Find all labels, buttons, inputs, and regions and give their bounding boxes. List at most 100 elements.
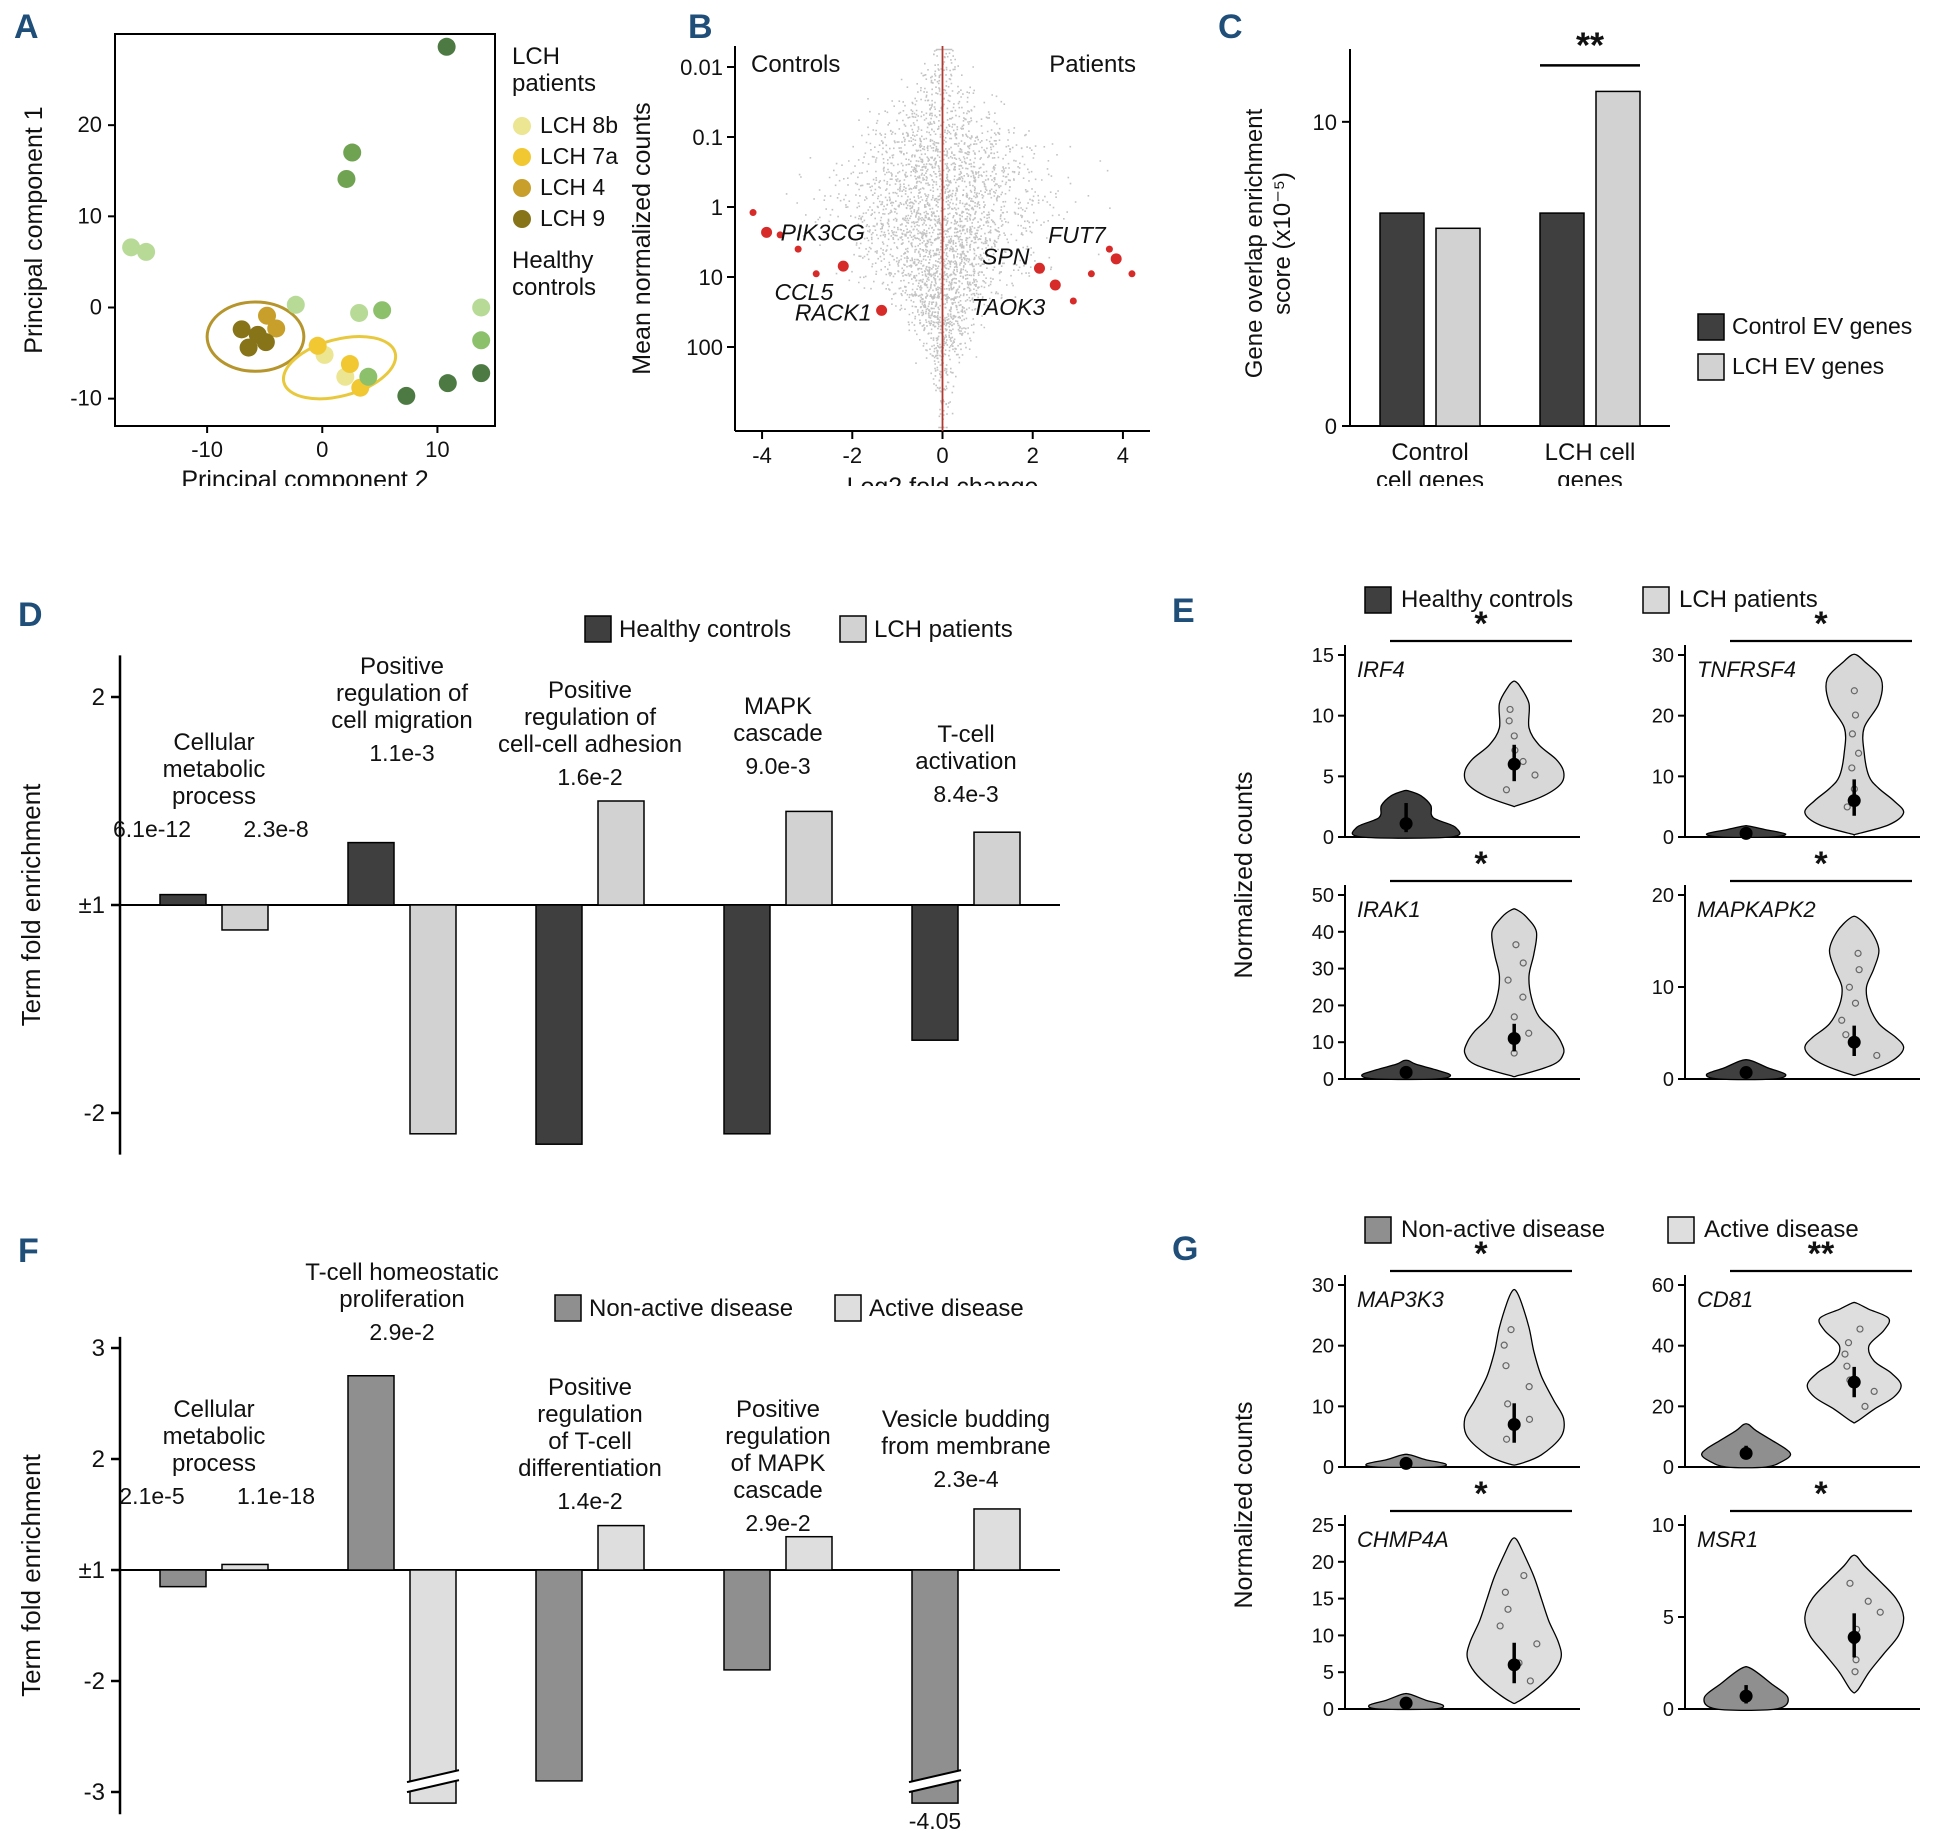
y-tick-label: 10 bbox=[1312, 1032, 1334, 1054]
data-point bbox=[337, 169, 356, 188]
gene-label: SPN bbox=[982, 243, 1030, 269]
sig-asterisks: ** bbox=[1576, 24, 1604, 65]
y-tick-label: 0.01 bbox=[680, 55, 723, 80]
median-dot bbox=[1739, 1066, 1753, 1080]
y-tick-label: 3 bbox=[92, 1335, 105, 1362]
category-label: Positive regulation of T-cell differentiati… bbox=[518, 1374, 662, 1482]
bar bbox=[597, 1524, 645, 1571]
median-dot bbox=[1847, 794, 1861, 808]
data-point bbox=[397, 386, 416, 405]
jitter-point bbox=[1510, 1013, 1518, 1021]
x-category-label: Control cell genes bbox=[1376, 439, 1484, 486]
sig-asterisks: * bbox=[1814, 1475, 1828, 1513]
y-tick-label: 0 bbox=[1663, 1069, 1674, 1091]
panel-label-f: F bbox=[18, 1232, 39, 1270]
jitter-point bbox=[1855, 966, 1863, 974]
y-tick-label: 10 bbox=[1312, 1396, 1334, 1418]
x-tick-label: -4 bbox=[752, 443, 772, 468]
category-label: MAPK cascade bbox=[733, 693, 822, 747]
y-tick-label: 10 bbox=[1652, 977, 1674, 999]
category-label: Positive regulation of cell migration bbox=[331, 653, 472, 734]
jitter-point bbox=[1854, 749, 1863, 757]
median-dot bbox=[1739, 1446, 1753, 1460]
jitter-point bbox=[1864, 1597, 1872, 1605]
median-dot bbox=[1739, 1689, 1753, 1703]
y-axis-label: Normalized counts bbox=[1230, 1401, 1258, 1608]
y-tick-label: 0 bbox=[1663, 827, 1674, 849]
p-value: 9.0e-3 bbox=[745, 753, 810, 779]
break-mark bbox=[908, 1779, 962, 1794]
y-tick-label: -2 bbox=[84, 1668, 105, 1695]
legend-label: LCH 4 bbox=[540, 174, 605, 200]
y-tick-label: 30 bbox=[1652, 645, 1674, 667]
gene-label: PIK3CG bbox=[781, 219, 865, 245]
y-tick-label: 20 bbox=[1312, 1336, 1334, 1358]
y-tick-label: -3 bbox=[84, 1779, 105, 1806]
significant-point bbox=[1128, 270, 1136, 278]
pca-scatter-plot: -10 0 10 -10 0 10 20 Principal component 2 Princ… bbox=[20, 33, 618, 486]
gene-overlap-bar-chart: 0 10 Gene overlap enrichmentscore (x10⁻⁵) C… bbox=[1241, 24, 1912, 486]
x-tick-label: 0 bbox=[936, 443, 948, 468]
legend-swatch bbox=[1697, 353, 1725, 381]
cluster-ellipse bbox=[281, 335, 398, 401]
x-category-label: LCH cell genes bbox=[1545, 439, 1636, 486]
jitter-point bbox=[1501, 1588, 1509, 1596]
median-dot bbox=[1399, 1065, 1413, 1079]
legend-label: Active disease bbox=[869, 1295, 1024, 1322]
panel-label-e: E bbox=[1172, 592, 1195, 630]
x-tick-label: 2 bbox=[1027, 443, 1039, 468]
p-value: 1.1e-3 bbox=[369, 740, 434, 766]
legend-swatch bbox=[513, 210, 531, 228]
light-violin bbox=[1463, 1288, 1565, 1466]
legend-label: LCH 8b bbox=[540, 112, 618, 138]
significant-point bbox=[749, 209, 757, 217]
median-dot bbox=[1507, 1658, 1521, 1672]
panel-label-a: A bbox=[14, 8, 39, 46]
jitter-point bbox=[1850, 687, 1858, 695]
y-tick-label: 1 bbox=[711, 195, 723, 220]
jitter-point bbox=[1504, 976, 1512, 984]
data-point bbox=[308, 336, 327, 355]
data-point bbox=[373, 301, 392, 320]
gene-point bbox=[1049, 279, 1061, 291]
bar bbox=[535, 1569, 583, 1782]
bar bbox=[347, 1375, 395, 1571]
significant-point bbox=[812, 270, 820, 278]
sig-asterisks: * bbox=[1474, 1235, 1488, 1273]
y-tick-label: 10 bbox=[1652, 1515, 1674, 1537]
data-point bbox=[472, 364, 491, 383]
bar-value-label: -4.05 bbox=[909, 1808, 961, 1832]
data-point bbox=[122, 238, 141, 257]
data-point bbox=[350, 303, 369, 322]
jitter-point bbox=[1507, 1326, 1515, 1334]
significant-point bbox=[1069, 297, 1077, 305]
bar bbox=[911, 1569, 959, 1804]
p-value: 1.6e-2 bbox=[557, 764, 622, 790]
median-dot bbox=[1507, 1032, 1521, 1046]
panel-label-g: G bbox=[1172, 1230, 1199, 1268]
bar bbox=[1435, 227, 1481, 427]
data-point bbox=[267, 319, 286, 338]
break-mark bbox=[406, 1779, 460, 1794]
jitter-point bbox=[1519, 993, 1527, 1001]
legend-swatch bbox=[584, 615, 612, 643]
light-violin bbox=[1804, 915, 1905, 1077]
jitter-point bbox=[1845, 983, 1854, 991]
jitter-point bbox=[1851, 1668, 1859, 1676]
category-label: T-cell homeostatic proliferation bbox=[305, 1259, 498, 1313]
y-tick-label: 10 bbox=[78, 203, 102, 228]
legend-label: Active disease bbox=[1704, 1216, 1859, 1243]
significant-point bbox=[1087, 270, 1095, 278]
data-point bbox=[286, 295, 305, 314]
jitter-point bbox=[1525, 1415, 1534, 1423]
go-term-bar-chart-patients: 2 -2 ±1 Term fold enrichment Cellular metabol… bbox=[16, 615, 1060, 1155]
bar bbox=[1379, 212, 1425, 427]
gene-name: IRF4 bbox=[1357, 657, 1405, 682]
y-axis-label: Normalized counts bbox=[1230, 771, 1258, 978]
y-tick-label: 10 bbox=[699, 265, 723, 290]
jitter-point bbox=[1876, 1608, 1884, 1616]
jitter-point bbox=[1525, 1383, 1533, 1391]
break-gap bbox=[909, 1770, 961, 1793]
break-mark bbox=[908, 1769, 962, 1784]
